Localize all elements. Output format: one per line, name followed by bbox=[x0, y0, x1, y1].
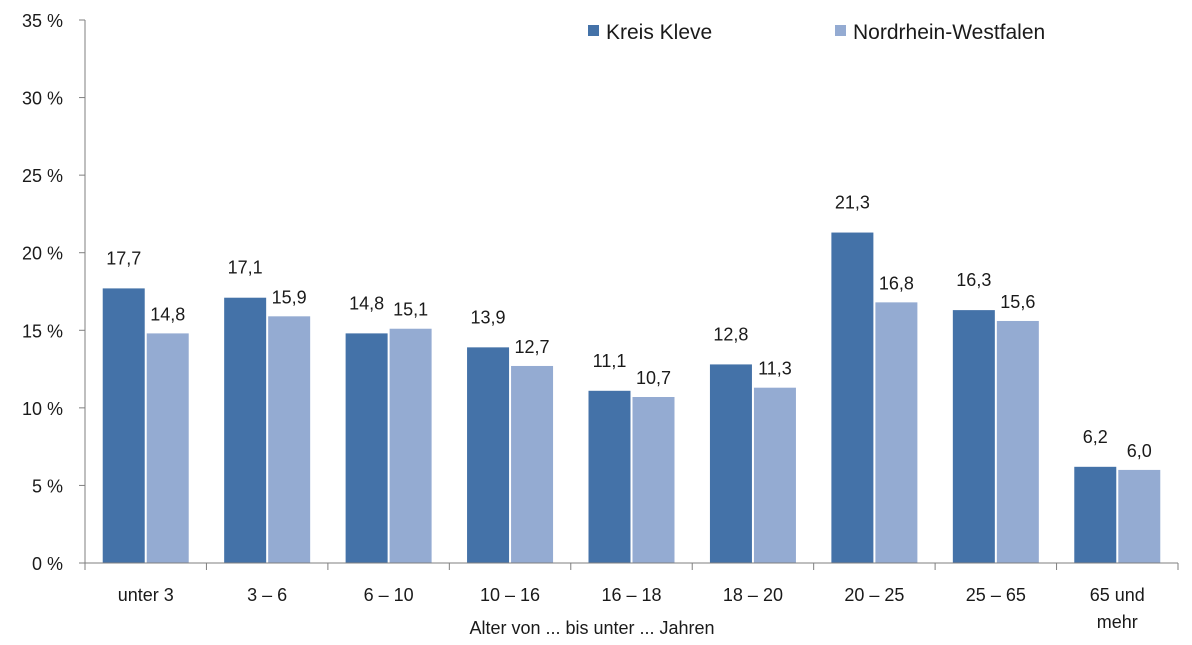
y-tick-label: 10 % bbox=[22, 399, 63, 419]
y-axis: 0 % 5 % 10 % 15 % 20 % 25 % 30 % 35 % bbox=[22, 11, 86, 574]
data-label-kreis-kleve-6-10: 14,8 bbox=[349, 293, 384, 313]
bar-nordrhein-westfalen-18-20 bbox=[753, 387, 796, 563]
data-label-nordrhein-westfalen-65-und-mehr: 6,0 bbox=[1127, 441, 1152, 461]
y-tick-label: 30 % bbox=[22, 89, 63, 109]
y-tick-label: 25 % bbox=[22, 166, 63, 186]
data-label-kreis-kleve-20-25: 21,3 bbox=[835, 193, 870, 213]
bar-kreis-kleve-20-25 bbox=[831, 232, 874, 563]
x-tick-label: unter 3 bbox=[118, 585, 174, 605]
data-label-kreis-kleve-18-20: 12,8 bbox=[713, 324, 748, 344]
y-tick-label: 5 % bbox=[32, 476, 63, 496]
data-label-kreis-kleve-3-6: 17,1 bbox=[228, 258, 263, 278]
bar-kreis-kleve-6-10 bbox=[345, 333, 388, 563]
bar-nordrhein-westfalen-6-10 bbox=[389, 328, 432, 563]
bar-nordrhein-westfalen-25-65 bbox=[996, 320, 1039, 563]
x-tick-label: 25 – 65 bbox=[966, 585, 1026, 605]
data-label-nordrhein-westfalen-unter-3: 14,8 bbox=[150, 304, 185, 324]
y-tick-label: 0 % bbox=[32, 554, 63, 574]
data-labels: 17,7 14,8 17,1 15,9 14,8 15,1 13,9 12,7 11,1 10,7… bbox=[106, 193, 1152, 461]
bar-kreis-kleve-3-6 bbox=[224, 297, 267, 563]
data-label-nordrhein-westfalen-16-18: 10,7 bbox=[636, 368, 671, 388]
bar-nordrhein-westfalen-65-und-mehr bbox=[1118, 469, 1161, 563]
bar-kreis-kleve-25-65 bbox=[952, 310, 995, 563]
bar-nordrhein-westfalen-3-6 bbox=[268, 316, 311, 563]
data-label-kreis-kleve-65-und-mehr: 6,2 bbox=[1083, 427, 1108, 447]
data-label-nordrhein-westfalen-20-25: 16,8 bbox=[879, 273, 914, 293]
bar-nordrhein-westfalen-20-25 bbox=[875, 302, 918, 563]
bar-nordrhein-westfalen-10-16 bbox=[511, 365, 554, 563]
data-label-nordrhein-westfalen-18-20: 11,3 bbox=[758, 359, 792, 379]
legend-label-kreis-kleve: Kreis Kleve bbox=[606, 21, 712, 44]
data-label-nordrhein-westfalen-3-6: 15,9 bbox=[272, 287, 307, 307]
data-label-kreis-kleve-10-16: 13,9 bbox=[471, 307, 506, 327]
legend: Kreis Kleve Nordrhein-Westfalen bbox=[588, 21, 1045, 44]
x-tick-label: 16 – 18 bbox=[601, 585, 661, 605]
data-label-nordrhein-westfalen-25-65: 15,6 bbox=[1000, 292, 1035, 312]
data-label-kreis-kleve-25-65: 16,3 bbox=[956, 270, 991, 290]
data-label-nordrhein-westfalen-10-16: 12,7 bbox=[515, 337, 550, 357]
y-tick-label: 15 % bbox=[22, 321, 63, 341]
x-axis-title: Alter von ... bis unter ... Jahren bbox=[469, 618, 714, 638]
x-tick-label: mehr bbox=[1097, 612, 1138, 632]
x-tick-label: 65 und bbox=[1090, 585, 1145, 605]
x-axis: unter 3 3 – 6 6 – 10 10 – 16 16 – 18 18 – 20 2… bbox=[84, 562, 1179, 632]
bar-nordrhein-westfalen-16-18 bbox=[632, 396, 675, 563]
bar-nordrhein-westfalen-unter-3 bbox=[146, 333, 189, 563]
data-label-nordrhein-westfalen-6-10: 15,1 bbox=[393, 300, 428, 320]
bar-kreis-kleve-10-16 bbox=[467, 347, 510, 563]
bars bbox=[102, 232, 1161, 563]
data-label-kreis-kleve-unter-3: 17,7 bbox=[106, 248, 141, 268]
x-tick-label: 20 – 25 bbox=[844, 585, 904, 605]
x-tick-label: 3 – 6 bbox=[247, 585, 287, 605]
legend-swatch-nordrhein-westfalen bbox=[835, 25, 846, 36]
bar-kreis-kleve-18-20 bbox=[709, 364, 752, 563]
x-tick-label: 6 – 10 bbox=[364, 585, 414, 605]
legend-swatch-kreis-kleve bbox=[588, 25, 599, 36]
bar-kreis-kleve-16-18 bbox=[588, 390, 631, 563]
bar-kreis-kleve-unter-3 bbox=[102, 288, 145, 563]
y-tick-label: 20 % bbox=[22, 244, 63, 264]
legend-label-nordrhein-westfalen: Nordrhein-Westfalen bbox=[853, 21, 1045, 44]
bar-kreis-kleve-65-und-mehr bbox=[1074, 466, 1117, 563]
y-tick-label: 35 % bbox=[22, 11, 63, 31]
x-tick-label: 10 – 16 bbox=[480, 585, 540, 605]
x-tick-label: 18 – 20 bbox=[723, 585, 783, 605]
data-label-kreis-kleve-16-18: 11,1 bbox=[593, 351, 627, 371]
